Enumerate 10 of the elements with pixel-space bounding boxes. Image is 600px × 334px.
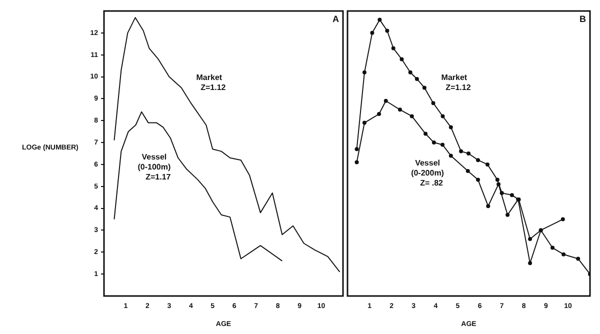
annotation: Z=1.12 (446, 82, 472, 92)
series-label: Vessel (0-100m) (138, 152, 171, 172)
annotation: A (332, 14, 340, 24)
annotation: Z= .82 (420, 178, 444, 188)
annotation: Z=1.17 (146, 172, 172, 182)
annotation: Z=1.12 (200, 82, 226, 92)
series-label: Market (196, 72, 222, 82)
annotation: B (580, 14, 586, 24)
series-label: Vessel (0-200m) (411, 158, 444, 178)
text: Market (441, 72, 468, 82)
